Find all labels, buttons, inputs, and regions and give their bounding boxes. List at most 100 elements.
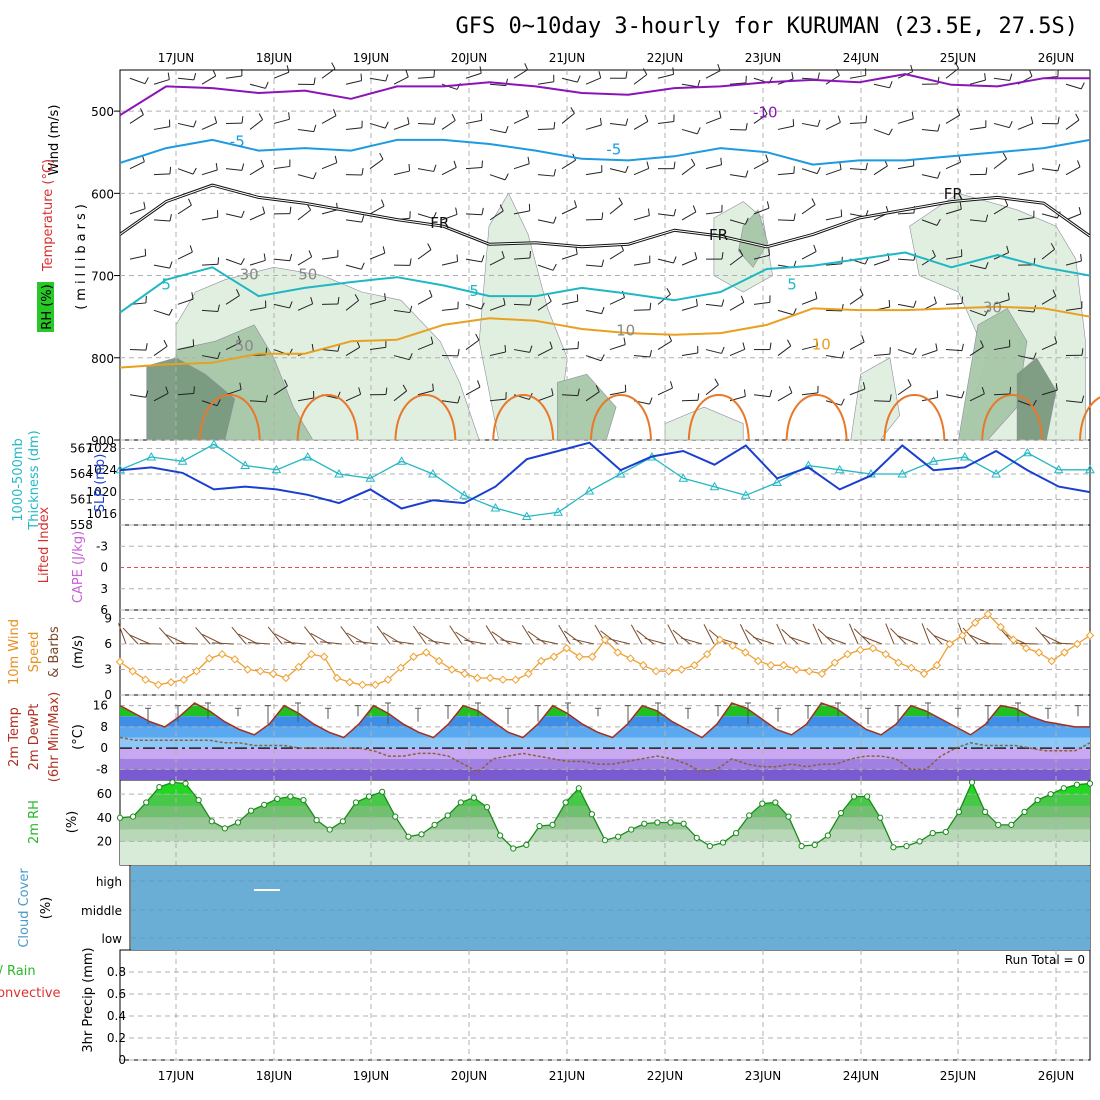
wind-barb-flag — [623, 337, 626, 345]
rh2m-marker — [1086, 780, 1094, 787]
rh-band — [120, 841, 1090, 865]
wind10-speed-marker — [192, 666, 201, 676]
wind-barb-flag — [577, 341, 579, 349]
temp-band — [120, 748, 1090, 759]
wind10-units: (m/s) — [71, 635, 86, 669]
wind10-speed-marker — [996, 622, 1005, 632]
wind-barb-flag — [193, 72, 197, 81]
wind-barb — [825, 355, 842, 359]
wind-barb — [513, 257, 530, 260]
wind10-speed-marker — [575, 652, 584, 661]
wind-barb-flag — [480, 302, 485, 310]
rh2m-marker — [588, 811, 595, 818]
date-tick-bottom: 21JUN — [549, 1069, 586, 1083]
wind-barb-flag — [310, 296, 314, 304]
wind-barb-flag — [429, 289, 433, 297]
date-tick-bottom: 23JUN — [745, 1069, 782, 1083]
temp-tick-label: 8 — [100, 720, 108, 734]
wind10-speed-marker — [983, 610, 993, 619]
wind-barb-flag — [862, 382, 866, 390]
wind-barb-flag — [697, 393, 700, 401]
wind-barb — [681, 258, 697, 266]
thickness-marker — [928, 456, 939, 465]
rh2m-marker — [1008, 821, 1015, 828]
wind-barb — [1017, 355, 1034, 360]
wind-barb — [849, 122, 867, 124]
rh2m-marker — [1073, 781, 1080, 788]
wind10-speed-marker — [753, 656, 763, 666]
wind-tick-label: 9 — [104, 612, 112, 626]
isotherm-15-arc — [1078, 396, 1100, 441]
wind-barb — [777, 172, 794, 176]
wind10-speed-marker — [677, 665, 686, 674]
wind-barb-flag — [954, 62, 960, 69]
temp-band — [120, 703, 1090, 706]
wind-barb — [225, 342, 241, 351]
upper-wind-label: Wind (m/s) — [47, 105, 62, 176]
wind-barb-flag — [738, 249, 744, 256]
wind-barb — [993, 158, 1007, 170]
precip-conv-label: Convective — [0, 986, 61, 1001]
wind-barb-flag — [475, 333, 480, 341]
wind-barb-flag — [334, 155, 338, 163]
wind-barb — [945, 302, 963, 305]
wind10-barb — [667, 624, 679, 645]
wind-barb — [465, 119, 482, 124]
chart-title: GFS 0~10day 3-hourly for KURUMAN (23.5E,… — [455, 14, 1078, 39]
date-labels-bottom: 17JUN 18JUN 19JUN 20JUN 21JUN 22JUN 23JUN 24JUN… — [158, 1069, 1075, 1083]
wind-barb — [585, 171, 602, 176]
wind-barb-flag — [265, 394, 268, 402]
wind-barb-flag — [479, 66, 482, 74]
wind-barb — [177, 77, 194, 81]
wind-barb — [969, 393, 985, 402]
wind10-speed-marker — [536, 656, 546, 666]
rh2m-marker — [431, 821, 438, 828]
wind-barb-flag — [264, 81, 269, 89]
wind10-barb — [680, 637, 703, 645]
wind-barb-flag — [331, 62, 336, 70]
thickness-marker — [177, 456, 188, 465]
wind-barb-flag — [481, 255, 485, 263]
wind-barb-flag — [212, 69, 217, 77]
wind-barb — [873, 259, 890, 266]
slp-tick-label: 1024 — [86, 463, 117, 477]
wind-barb — [801, 204, 816, 215]
wind-barb — [201, 216, 218, 221]
wind10-speed-marker — [549, 652, 559, 661]
wind-barb — [561, 394, 579, 397]
wind10-speed-line — [119, 613, 1091, 686]
rh2m-marker — [247, 807, 255, 814]
rh-shading — [146, 192, 1086, 441]
wind-barb-flag — [169, 261, 173, 269]
wind-barb-flag — [625, 165, 629, 173]
wind-barb — [873, 128, 890, 136]
thickness-marker — [1085, 464, 1095, 474]
wind-barb-flag — [457, 348, 460, 356]
wind10-barb — [118, 623, 127, 645]
wind-barb — [657, 340, 672, 350]
wind-barb-flag — [191, 292, 194, 300]
wind-barb-flag — [721, 346, 725, 354]
rh2m-marker — [837, 809, 845, 817]
thickness-marker — [709, 481, 720, 491]
wind10-speed-marker — [805, 666, 814, 676]
wind-barb — [705, 70, 721, 79]
wind-barb — [681, 352, 698, 357]
temp-tick-label: 0 — [100, 741, 108, 755]
wind-barb — [753, 207, 770, 215]
wind-barb-flag — [313, 77, 316, 85]
rh-bands — [120, 782, 1090, 865]
wind-barb — [921, 174, 938, 179]
wind-barb-flag — [769, 389, 773, 397]
rh2m-marker — [654, 819, 661, 826]
wind-barb-flag — [718, 110, 722, 118]
wind10-barb — [752, 636, 775, 645]
slp-label: SLP (mb) — [93, 454, 108, 513]
wind-barb — [609, 250, 624, 260]
thickness-marker — [991, 468, 1001, 478]
wind-barb-flag — [841, 351, 845, 359]
wind-barb — [969, 219, 986, 223]
wind-barb — [945, 114, 960, 124]
wind10-speed-marker — [830, 658, 839, 667]
wind-barb — [945, 394, 962, 399]
